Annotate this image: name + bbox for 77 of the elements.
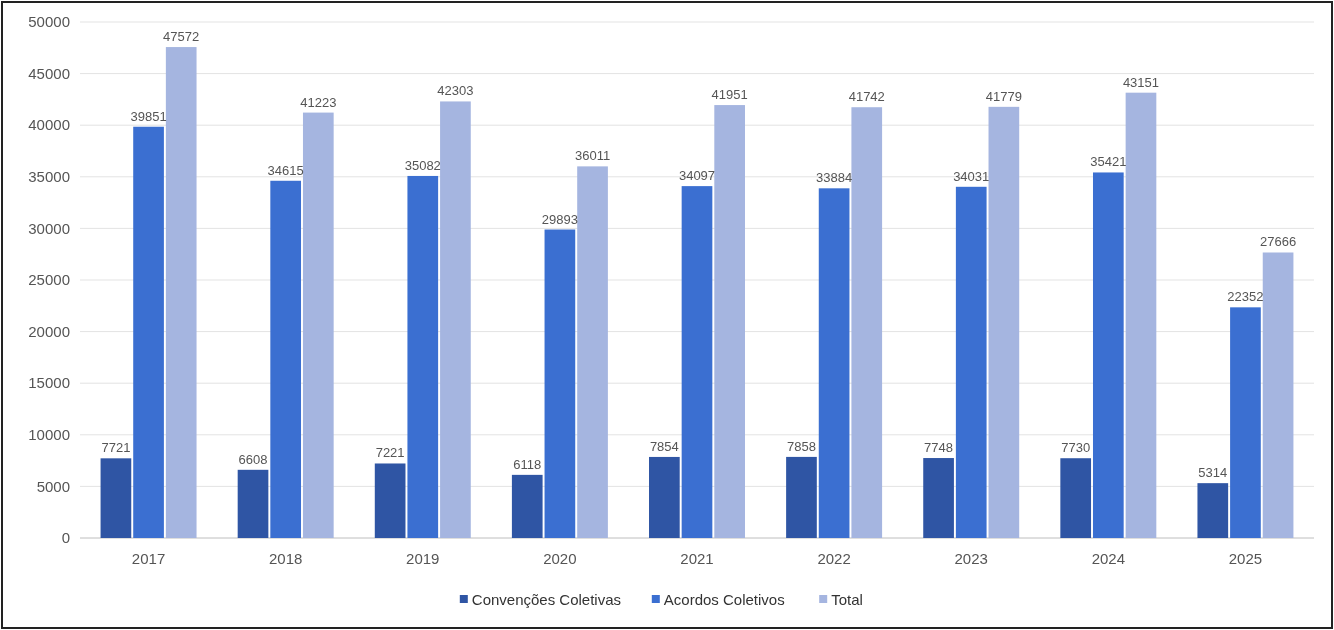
x-tick-label: 2018 xyxy=(268,550,303,567)
bar xyxy=(955,186,987,538)
bar xyxy=(544,229,576,538)
data-label: 33884 xyxy=(816,170,853,186)
y-tick-label: 30000 xyxy=(28,219,70,237)
bar xyxy=(1060,458,1092,538)
y-tick-label: 0 xyxy=(61,529,70,547)
data-label: 35421 xyxy=(1090,154,1127,170)
data-label: 42303 xyxy=(437,83,474,99)
data-label: 36011 xyxy=(574,148,611,164)
data-label: 41742 xyxy=(848,89,885,105)
bar xyxy=(270,180,302,538)
bar xyxy=(237,469,269,538)
bar xyxy=(133,126,164,538)
bar xyxy=(440,101,471,538)
legend-label: Acordos Coletivos xyxy=(663,591,785,609)
bar xyxy=(714,105,745,538)
data-label: 43151 xyxy=(1122,74,1160,90)
data-label: 39851 xyxy=(130,108,167,124)
x-tick-label: 2025 xyxy=(1228,550,1263,567)
bar xyxy=(649,456,680,538)
y-tick-label: 50000 xyxy=(28,13,70,31)
data-label: 34097 xyxy=(678,168,716,184)
bar xyxy=(577,166,608,538)
x-tick-label: 2021 xyxy=(680,550,714,567)
x-tick-label: 2024 xyxy=(1091,550,1126,567)
data-label: 7721 xyxy=(101,440,131,456)
x-tick-label: 2020 xyxy=(543,550,577,567)
x-tick-label: 2023 xyxy=(954,550,988,567)
data-label: 35082 xyxy=(404,157,441,173)
y-tick-label: 15000 xyxy=(28,374,70,392)
bar xyxy=(407,175,439,538)
data-label: 41951 xyxy=(711,87,748,103)
y-tick-label: 35000 xyxy=(28,168,70,186)
data-label: 6118 xyxy=(513,456,542,472)
bar xyxy=(165,47,197,538)
data-label: 41779 xyxy=(985,88,1022,104)
bar xyxy=(1125,92,1157,538)
data-label: 7858 xyxy=(787,438,816,454)
x-tick-label: 2019 xyxy=(406,550,440,567)
data-label: 41223 xyxy=(300,94,337,110)
data-label: 34031 xyxy=(953,168,990,184)
data-label: 29893 xyxy=(541,211,578,227)
bar xyxy=(681,186,713,538)
bar xyxy=(923,458,954,538)
data-label: 7854 xyxy=(649,438,679,454)
data-label: 7221 xyxy=(375,445,405,461)
y-tick-label: 20000 xyxy=(28,322,70,340)
y-tick-label: 25000 xyxy=(28,271,70,289)
data-label: 34615 xyxy=(267,162,304,178)
data-label: 7748 xyxy=(924,440,954,456)
bar xyxy=(100,458,132,538)
bar xyxy=(1197,483,1229,538)
bar xyxy=(374,463,406,538)
data-label: 47572 xyxy=(163,29,200,45)
bar xyxy=(302,112,334,538)
x-tick-label: 2017 xyxy=(131,550,166,567)
y-tick-label: 45000 xyxy=(28,64,70,82)
bar xyxy=(1230,307,1261,538)
bar xyxy=(786,456,817,538)
legend-label: Convenções Coletivas xyxy=(471,591,622,609)
x-tick-label: 2022 xyxy=(817,550,851,567)
bar xyxy=(511,474,543,538)
y-tick-label: 40000 xyxy=(28,116,70,134)
bar xyxy=(1262,252,1294,538)
bar xyxy=(851,107,883,538)
bar xyxy=(1092,172,1124,538)
data-label: 6608 xyxy=(238,451,268,467)
data-label: 5314 xyxy=(1198,465,1228,481)
bar xyxy=(988,106,1020,538)
data-label: 7730 xyxy=(1061,440,1091,456)
y-tick-label: 10000 xyxy=(28,426,70,444)
data-label: 22352 xyxy=(1227,289,1264,305)
data-label: 27666 xyxy=(1260,234,1297,250)
y-tick-label: 5000 xyxy=(36,477,70,495)
bar xyxy=(818,188,850,538)
legend-label: Total xyxy=(831,591,863,609)
